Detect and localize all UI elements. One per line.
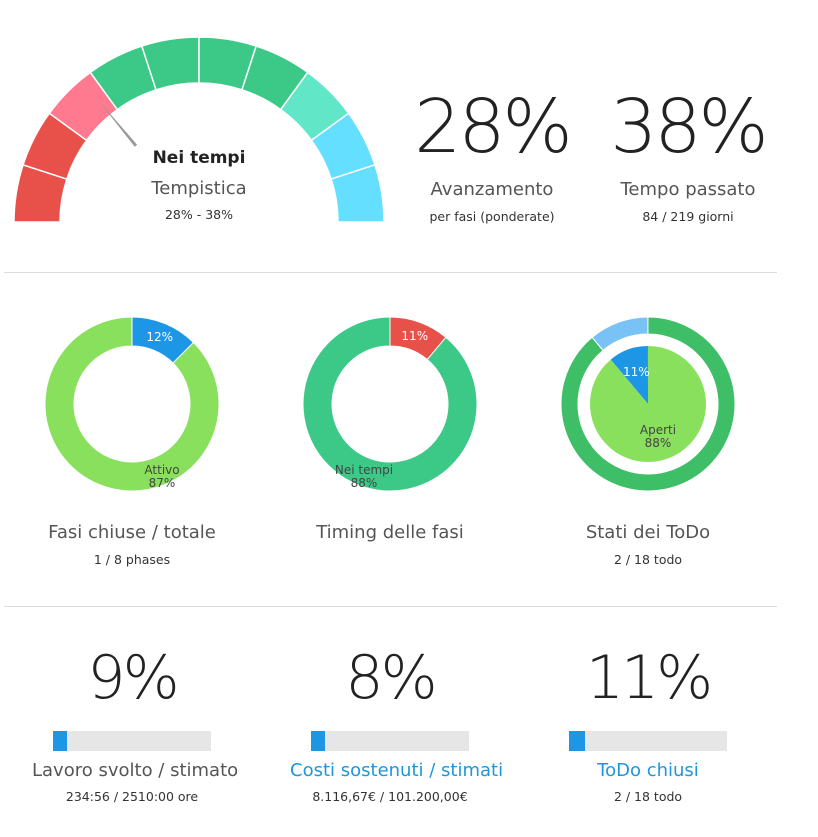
todo-sub: 2 / 18 todo [613, 552, 683, 567]
tempo-label: Tempo passato [620, 179, 756, 200]
slice-value: 87% [149, 476, 176, 490]
tempo-sub: 84 / 219 giorni [642, 209, 734, 224]
donut-slice [44, 316, 220, 492]
slice-label: Nei tempi [335, 463, 393, 477]
todo-chiusi-link[interactable]: ToDo chiusi [597, 760, 699, 781]
gauge-needle [96, 97, 138, 147]
gauge-title: Tempistica [151, 178, 247, 199]
gauge-status: Nei tempi [152, 148, 246, 168]
divider-bottom [4, 606, 777, 607]
todo-progress-bar [569, 731, 727, 751]
todo-chiusi-value: 11% [585, 643, 713, 713]
timing-label: Timing delle fasi [316, 522, 464, 543]
todo-label: Stati dei ToDo [585, 522, 711, 543]
tempistica-gauge [13, 36, 385, 223]
costi-progress-bar [311, 731, 469, 751]
tempo-value: 38% [610, 84, 768, 170]
lavoro-value: 9% [87, 643, 179, 713]
fasi-sub: 1 / 8 phases [93, 552, 171, 567]
slice-value: 88% [351, 476, 378, 490]
progress-fill [53, 731, 67, 751]
costi-sub: 8.116,67€ / 101.200,00€ [312, 789, 468, 804]
pie-slice [590, 346, 707, 462]
gauge-range: 28% - 38% [164, 207, 234, 222]
outer-ring-segment [560, 316, 736, 492]
todo-chiusi-sub: 2 / 18 todo [613, 789, 683, 804]
costi-link[interactable]: Costi sostenuti / stimati [290, 760, 504, 781]
gauge-bands [13, 36, 385, 223]
costi-value: 8% [345, 643, 437, 713]
slice-label: 11% [401, 329, 428, 343]
avanzamento-sub: per fasi (ponderate) [429, 209, 555, 224]
slice-label: 11% [623, 365, 650, 379]
slice-label: Aperti [640, 423, 676, 437]
progress-fill [311, 731, 325, 751]
lavoro-label: Lavoro svolto / stimato [32, 760, 239, 781]
gauge-band [330, 163, 385, 223]
divider-top [4, 272, 777, 273]
avanzamento-label: Avanzamento [430, 179, 554, 200]
slice-label: Attivo [144, 463, 179, 477]
slice-label: 12% [146, 330, 173, 344]
lavoro-progress-bar [53, 731, 211, 751]
pie-slice [610, 346, 648, 404]
progress-fill [569, 731, 585, 751]
slice-value: 88% [645, 436, 672, 450]
fasi-label: Fasi chiuse / totale [48, 522, 216, 543]
lavoro-sub: 234:56 / 2510:00 ore [65, 789, 199, 804]
avanzamento-value: 28% [414, 84, 572, 170]
outer-ring-segment [591, 316, 649, 352]
donut-slice [302, 316, 478, 492]
